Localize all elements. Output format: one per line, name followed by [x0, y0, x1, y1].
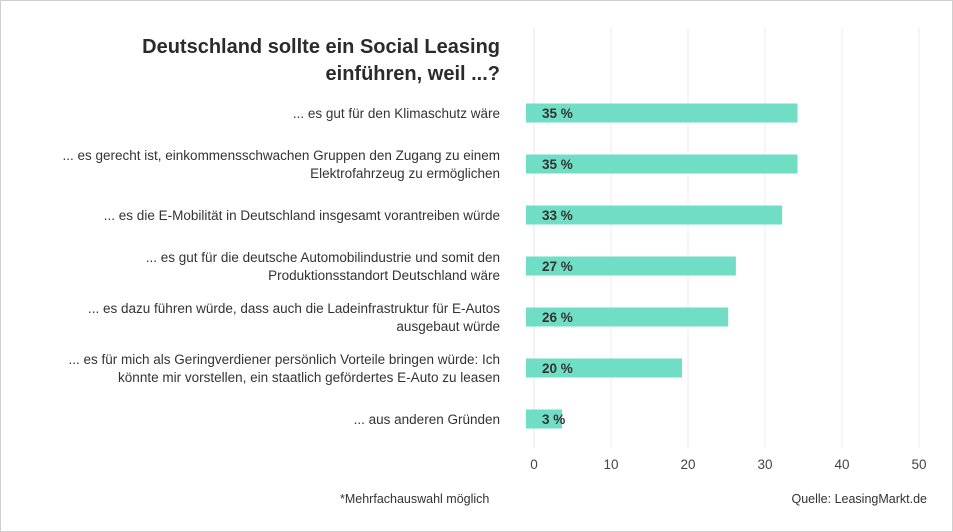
x-tick-label: 40: [834, 457, 849, 472]
x-tick-label: 50: [911, 457, 926, 472]
x-tick-label: 0: [530, 457, 538, 472]
category-label-line: ... es die E-Mobilität in Deutschland in…: [103, 208, 500, 223]
category-label: ... es die E-Mobilität in Deutschland in…: [20, 207, 500, 225]
chart-title-line-2: einführen, weil ...?: [325, 63, 500, 85]
category-label-line: ... es dazu führen würde, dass auch die …: [88, 301, 500, 316]
bar-data-label: 26 %: [542, 310, 573, 325]
bar: [526, 358, 682, 378]
category-label-line: ausgebaut würde: [396, 319, 500, 334]
category-label: ... es dazu führen würde, dass auch die …: [20, 300, 500, 336]
category-label-line: Produktionsstandort Deutschland wäre: [268, 268, 500, 283]
bar: [526, 256, 736, 276]
category-label-line: ... es gut für die deutsche Automobilind…: [145, 250, 500, 265]
bar-data-label: 3 %: [542, 412, 565, 427]
bar-data-label: 33 %: [542, 208, 573, 223]
bar-data-label: 35 %: [542, 157, 573, 172]
chart-title: Deutschland sollte ein Social Leasing ei…: [80, 34, 500, 88]
bar: [526, 307, 729, 327]
bar: [526, 154, 798, 174]
x-tick-label: 20: [680, 457, 695, 472]
x-tick-label: 10: [603, 457, 618, 472]
bar-data-label: 27 %: [542, 259, 573, 274]
bar-data-label: 35 %: [542, 106, 573, 121]
source-credit: Quelle: LeasingMarkt.de: [791, 492, 928, 506]
category-label: ... es gut für den Klimaschutz wäre: [20, 105, 500, 123]
x-tick-label: 30: [757, 457, 772, 472]
category-label: ... aus anderen Gründen: [20, 411, 500, 429]
bar: [526, 409, 563, 429]
category-label-line: könnte mir vorstellen, ein staatlich gef…: [118, 370, 500, 385]
bar-data-label: 20 %: [542, 361, 573, 376]
category-label: ... es für mich als Geringverdiener pers…: [20, 351, 500, 387]
category-label-line: ... es gerecht ist, einkommensschwachen …: [62, 148, 501, 163]
footnote: *Mehrfachauswahl möglich: [340, 492, 490, 506]
bar: [526, 103, 798, 123]
category-label-line: Elektrofahrzeug zu ermöglichen: [310, 166, 500, 181]
chart-title-line-1: Deutschland sollte ein Social Leasing: [142, 36, 500, 58]
category-label: ... es gerecht ist, einkommensschwachen …: [20, 147, 501, 183]
category-label-line: ... aus anderen Gründen: [353, 412, 500, 427]
bar: [526, 205, 783, 225]
category-label-line: ... es für mich als Geringverdiener pers…: [68, 352, 500, 367]
category-label-line: ... es gut für den Klimaschutz wäre: [292, 106, 500, 121]
category-label: ... es gut für die deutsche Automobilind…: [20, 249, 500, 285]
